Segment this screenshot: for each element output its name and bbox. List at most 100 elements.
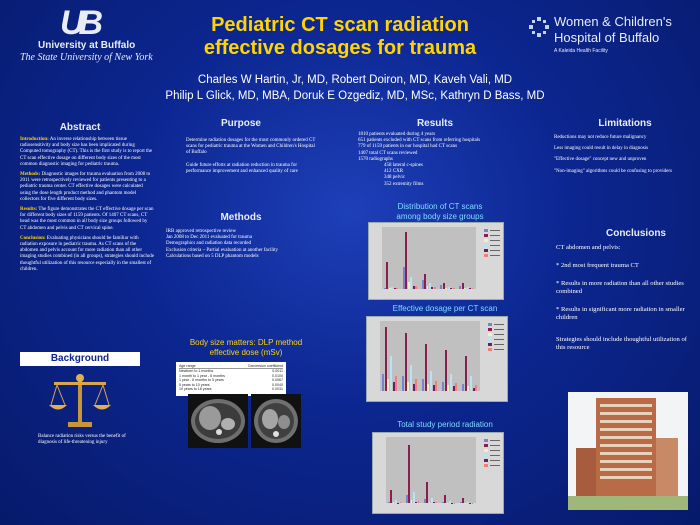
chart1-bar [452, 287, 455, 289]
chart-legend-color [484, 439, 488, 442]
ub-logo: UB [60, 6, 130, 40]
chart-legend-color [484, 449, 488, 452]
chart2-bar [432, 385, 435, 391]
hospital-name-2: Hospital of Buffalo [554, 30, 660, 45]
table-row: 5 years to 10 years 0.0040 [179, 382, 283, 387]
chart-legend-color [484, 464, 488, 467]
abstract-body: Introduction: An inverse relationship be… [20, 137, 154, 273]
chart3-bar [399, 502, 402, 503]
chart-legend-swatch [484, 454, 500, 457]
chart1-bar [384, 287, 386, 289]
chart1-bar [431, 287, 434, 289]
chart1-bar [421, 279, 424, 289]
chart-legend-swatch [484, 229, 500, 232]
chart1-bar [433, 287, 436, 289]
chart2-bar [422, 379, 425, 391]
chart1-bar [442, 282, 445, 289]
chart3-bar [388, 501, 390, 503]
chart-legend-color [484, 244, 488, 247]
limitations-line: Less imaging could result in delay in di… [554, 146, 649, 152]
limitations-line: "Effective dosage" concept new and unpro… [554, 157, 647, 163]
chart-legend-color [488, 338, 492, 341]
chart1-bar [464, 287, 467, 289]
chart-legend-color [488, 328, 492, 331]
scales-icon [48, 372, 112, 430]
chart-legend-color [484, 454, 488, 457]
chart-legend-color [484, 444, 488, 447]
ub-tagline: The State University of New York [20, 52, 153, 63]
chart3-bar [428, 501, 431, 503]
body-size-caption: Body size matters: DLP method effective … [176, 338, 316, 358]
purpose-text: Determine radiation dosages for the most… [186, 138, 316, 175]
limitations-line: Reductions may not reduce future maligna… [554, 135, 647, 140]
chart-legend-swatch [484, 234, 500, 237]
results-line: 779 of 1159 patients in our hospital had… [358, 144, 458, 150]
chart-legend-color [488, 343, 492, 346]
ct-scan-image-left [188, 394, 248, 448]
chart2-bar [472, 387, 475, 391]
chart-distribution-box [368, 222, 504, 300]
table-row: Newborn to 1 months 0.0011 [179, 369, 283, 374]
poster-title: Pediatric CT scan radiation effective do… [170, 14, 510, 60]
chart1-bar [396, 288, 399, 289]
chart-legend-swatch [484, 444, 500, 447]
conclusions-intro: CT abdomen and pelvis: [556, 244, 621, 251]
chart3-bar [424, 499, 426, 503]
abstract-intro-label: Introduction: [20, 137, 49, 142]
conclusions-bullet: * Results in significant more radiation … [556, 306, 685, 321]
chart3-bar [426, 481, 429, 503]
chart1-bar [450, 288, 453, 289]
chart2-bar [407, 382, 410, 391]
chart3-bar [462, 497, 465, 503]
purpose-heading: Purpose [220, 118, 261, 129]
chart3-bar [431, 497, 433, 503]
chart1-bar [388, 288, 391, 289]
chart-legend [484, 229, 500, 259]
chart1-bar [426, 286, 429, 289]
chart1-bar [469, 288, 472, 289]
chart3-bar [444, 495, 447, 503]
chart2-bar [415, 379, 418, 391]
chart1-bar [405, 232, 408, 289]
chart-legend-line [490, 230, 500, 231]
chart-legend-color [484, 234, 488, 237]
chart3-bar [410, 500, 413, 503]
abstract-heading: Abstract [59, 122, 101, 133]
chart-legend-line [490, 235, 500, 236]
results-sub-line: 458 lateral c-spines [384, 163, 423, 169]
chart-legend-swatch [488, 328, 504, 331]
chart2-bar [384, 326, 387, 391]
chart-legend-line [490, 465, 500, 466]
chart-legend-swatch [484, 249, 500, 252]
chart2-bar [430, 370, 433, 391]
chart3-bar [395, 500, 397, 503]
chart-legend-swatch [488, 348, 504, 351]
chart1-title: Distribution of CT scans among body size… [396, 202, 484, 221]
chart-dosage-box [366, 316, 508, 402]
chart1-bar [424, 273, 427, 289]
background-heading: Background [50, 353, 110, 364]
chart-legend-line [490, 245, 500, 246]
authors-line-2: Philip L Glick, MD, MBA, Doruk E Ozgediz… [165, 90, 545, 102]
chart2-bar [392, 382, 395, 391]
ub-logo-mark: UB [60, 4, 103, 42]
abstract-results-label: Results: [20, 207, 38, 213]
chart-legend-color [484, 249, 488, 252]
limitations-line: "Non-imaging" algorithms could be confus… [554, 168, 672, 174]
chart-legend-color [488, 323, 492, 326]
chart1-bar [445, 287, 448, 289]
chart3-bar [390, 489, 393, 503]
chart-legend-line [494, 324, 504, 325]
background-caption: Balance radiation risks versus the benef… [38, 434, 126, 446]
chart-legend-line [490, 450, 500, 451]
limitations-heading: Limitations [598, 118, 652, 129]
conclusions-body: CT abdomen and pelvis: * 2nd most freque… [556, 244, 694, 352]
body-size-caption-2: effective dose (mSv) [209, 348, 283, 357]
chart2-bar [450, 373, 453, 391]
chart2-bar [464, 356, 467, 391]
chart-legend-color [488, 348, 492, 351]
chart2-bar [427, 384, 430, 391]
chart2-bar [402, 376, 405, 391]
chart2-bar [412, 384, 415, 391]
